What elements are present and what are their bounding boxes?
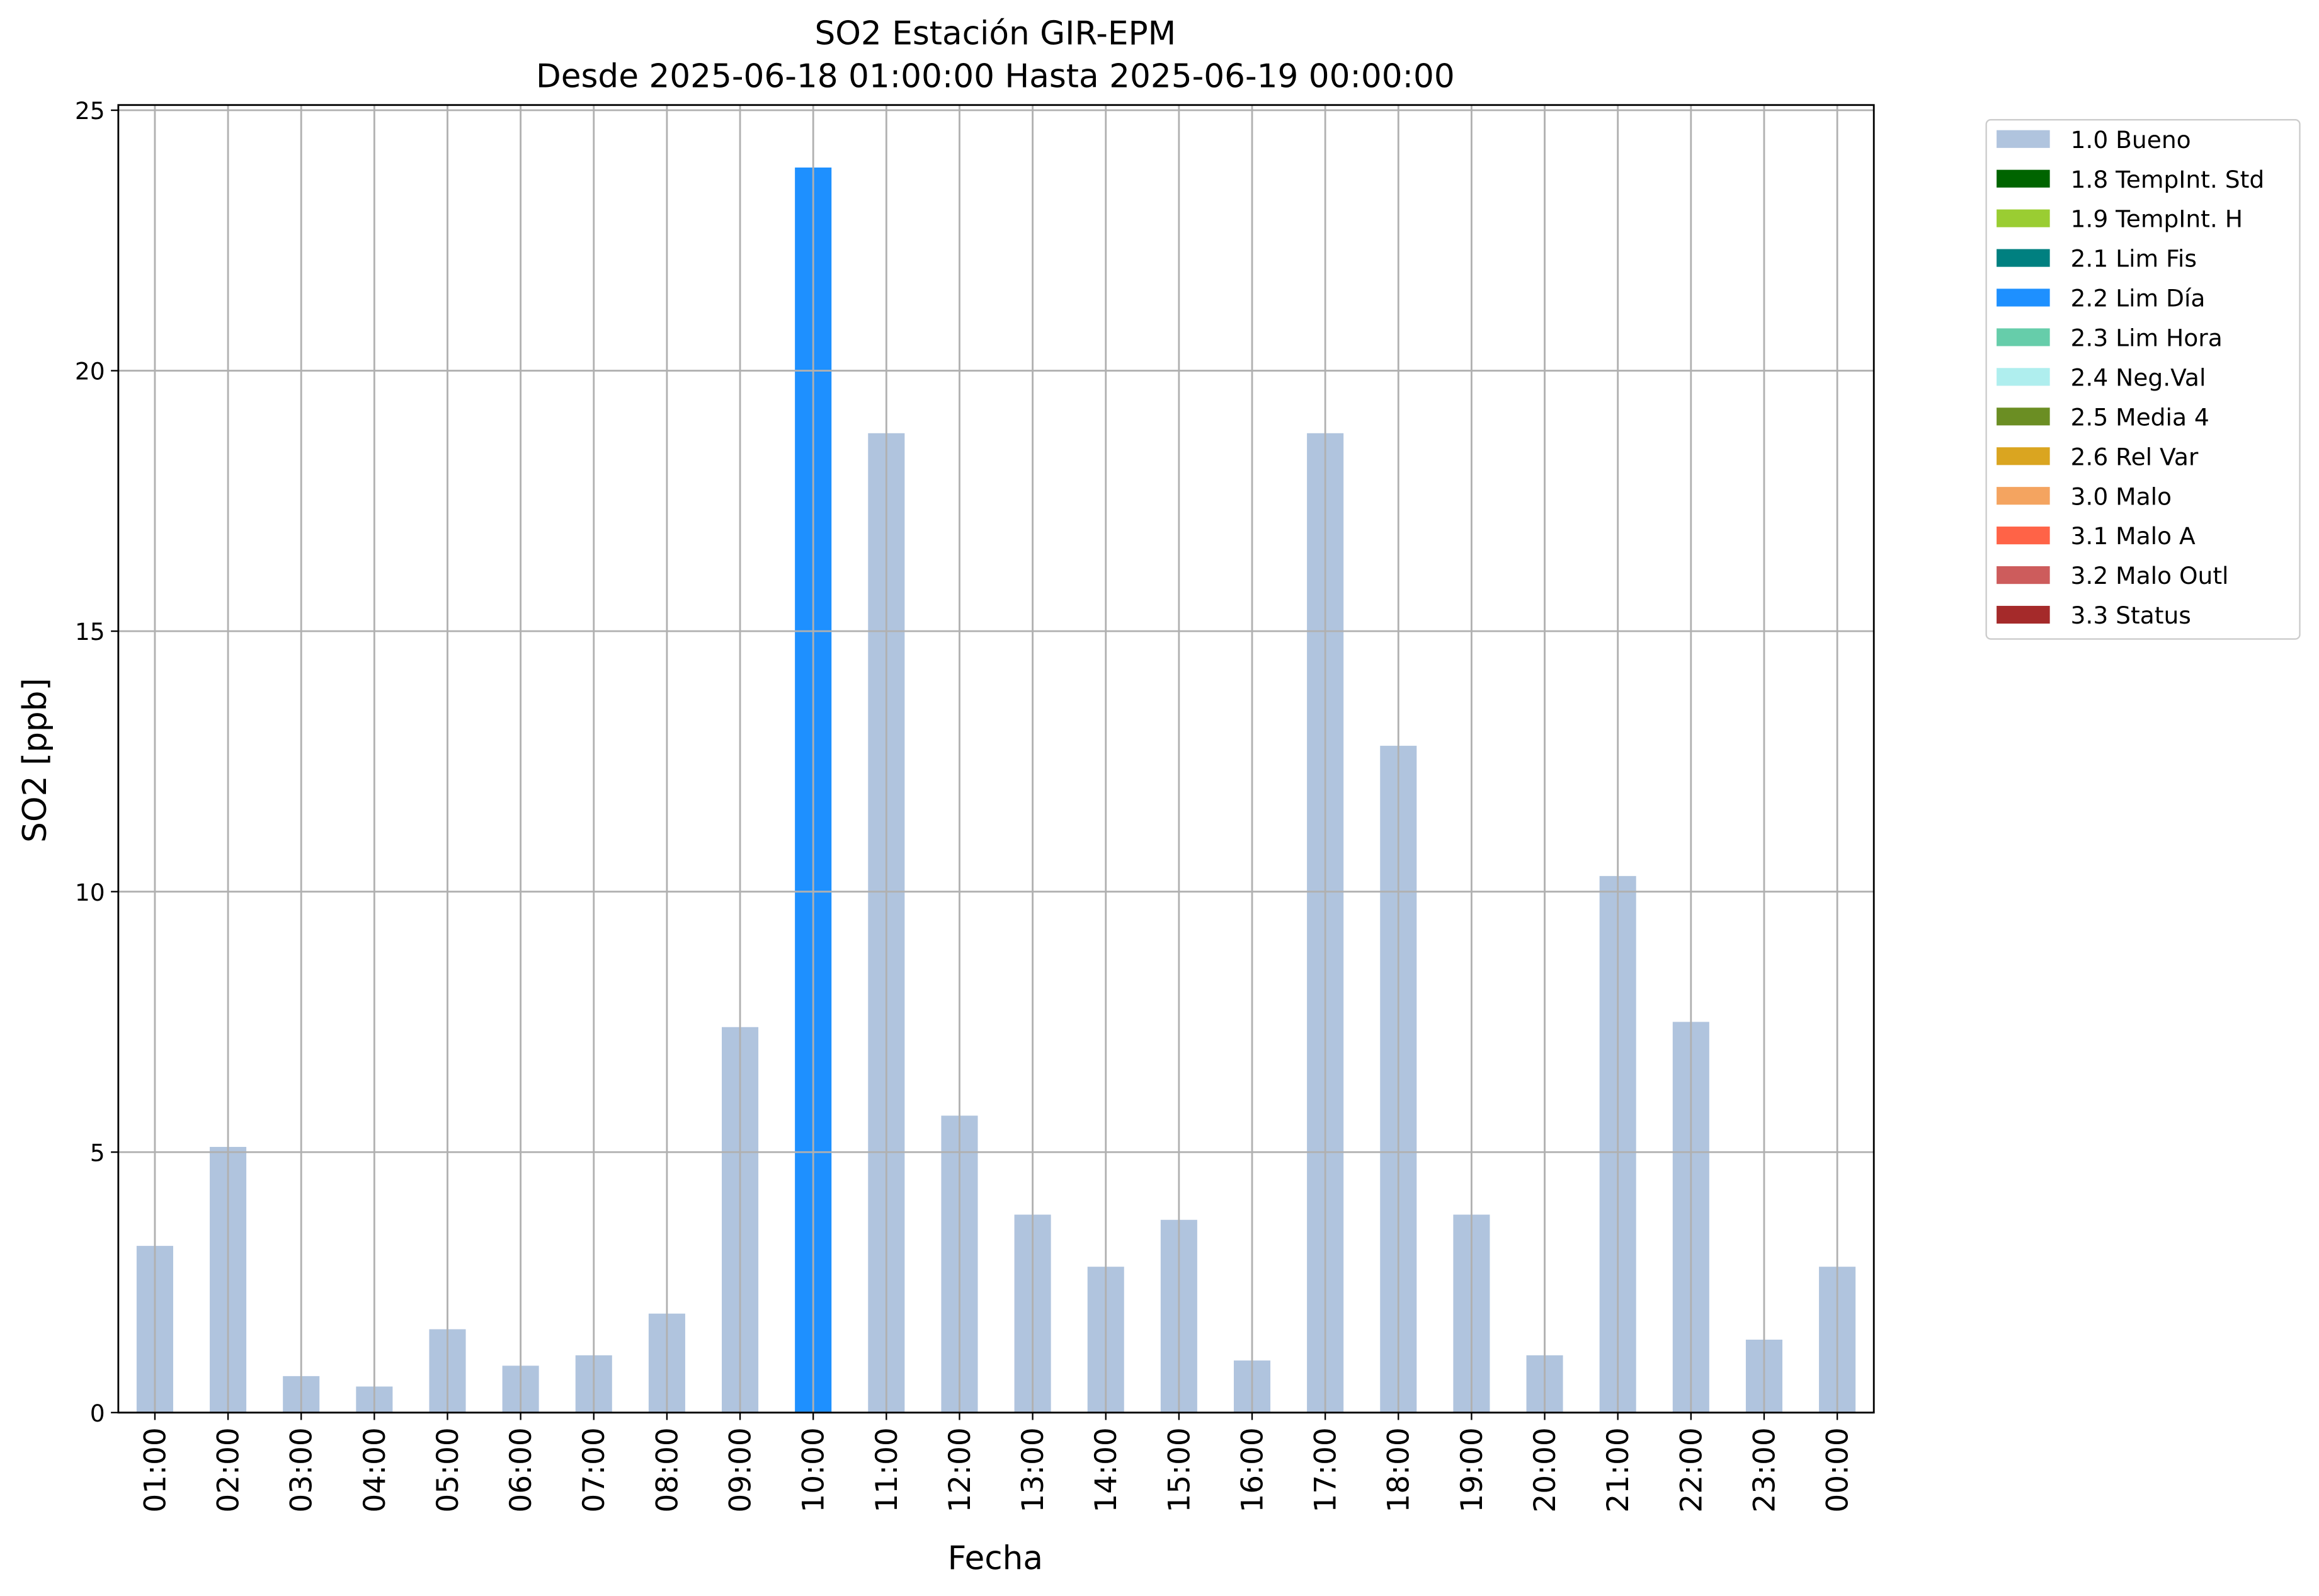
legend-label: 1.0 Bueno — [2071, 126, 2191, 154]
x-tick-label: 10:00 — [797, 1427, 831, 1512]
x-tick-label: 04:00 — [358, 1427, 392, 1512]
x-tick-label: 22:00 — [1674, 1427, 1709, 1512]
legend-swatch — [1997, 408, 2050, 426]
y-tick-label: 10 — [75, 879, 105, 906]
x-tick-label: 23:00 — [1747, 1427, 1782, 1512]
legend-label: 3.3 Status — [2071, 601, 2191, 629]
legend-label: 1.9 TempInt. H — [2071, 205, 2243, 233]
x-tick-label: 01:00 — [138, 1427, 173, 1512]
legend-swatch — [1997, 288, 2050, 307]
y-tick-label: 15 — [75, 618, 105, 646]
legend-swatch — [1997, 527, 2050, 545]
legend-swatch — [1997, 368, 2050, 386]
x-tick-label: 13:00 — [1016, 1427, 1051, 1512]
x-tick-label: 12:00 — [943, 1427, 977, 1512]
y-tick-label: 0 — [90, 1399, 105, 1427]
x-tick-label: 19:00 — [1455, 1427, 1490, 1512]
x-tick-label: 00:00 — [1821, 1427, 1855, 1512]
y-tick-label: 5 — [90, 1139, 105, 1166]
x-tick-label: 20:00 — [1528, 1427, 1563, 1512]
chart-title: SO2 Estación GIR-EPM — [814, 14, 1176, 52]
y-tick-label: 25 — [75, 97, 105, 125]
legend-label: 2.4 Neg.Val — [2071, 363, 2206, 391]
x-tick-label: 03:00 — [285, 1427, 319, 1512]
legend-swatch — [1997, 130, 2050, 148]
x-tick-label: 05:00 — [431, 1427, 465, 1512]
legend-label: 2.2 Lim Día — [2071, 285, 2206, 312]
legend-label: 2.3 Lim Hora — [2071, 324, 2223, 352]
x-tick-label: 14:00 — [1089, 1427, 1124, 1512]
x-tick-label: 16:00 — [1235, 1427, 1270, 1512]
legend-swatch — [1997, 169, 2050, 188]
legend-label: 3.0 Malo — [2071, 482, 2172, 510]
legend-swatch — [1997, 566, 2050, 584]
legend-swatch — [1997, 209, 2050, 227]
legend-box — [1985, 119, 2301, 640]
legend-swatch — [1997, 249, 2050, 267]
x-tick-label: 18:00 — [1382, 1427, 1416, 1512]
legend-label: 2.1 Lim Fis — [2071, 245, 2197, 273]
x-axis-label: Fecha — [948, 1540, 1043, 1578]
y-axis-label: SO2 [ppb] — [16, 678, 54, 842]
chart-subtitle: Desde 2025-06-18 01:00:00 Hasta 2025-06-… — [536, 58, 1455, 96]
x-tick-label: 17:00 — [1309, 1427, 1343, 1512]
legend-swatch — [1997, 487, 2050, 505]
x-tick-label: 15:00 — [1162, 1427, 1197, 1512]
legend-label: 2.6 Rel Var — [2071, 443, 2199, 470]
x-tick-label: 08:00 — [650, 1427, 685, 1512]
bars — [136, 167, 1856, 1413]
legend-label: 3.1 Malo A — [2071, 522, 2196, 550]
y-tick-label: 20 — [75, 358, 105, 385]
legend-label: 3.2 Malo Outl — [2071, 562, 2229, 590]
x-tick-label: 11:00 — [870, 1427, 904, 1512]
x-tick-label: 06:00 — [504, 1427, 538, 1512]
legend-swatch — [1997, 328, 2050, 346]
x-tick-label: 09:00 — [723, 1427, 758, 1512]
legend-label: 1.8 TempInt. Std — [2071, 166, 2265, 193]
legend-swatch — [1997, 447, 2050, 465]
legend-label: 2.5 Media 4 — [2071, 403, 2209, 431]
axes: 0 5 10 15 20 25 01:00 02:00 03:00 04:00 05:00 06:00… — [75, 97, 1855, 1512]
legend: 1.0 Bueno 1.8 TempInt. Std 1.9 TempInt. H 2… — [1997, 126, 2264, 629]
x-tick-label: 02:00 — [212, 1427, 246, 1512]
x-tick-label: 07:00 — [577, 1427, 612, 1512]
legend-swatch — [1997, 605, 2050, 624]
x-tick-label: 21:00 — [1601, 1427, 1636, 1512]
plot-frame — [117, 104, 1875, 1414]
